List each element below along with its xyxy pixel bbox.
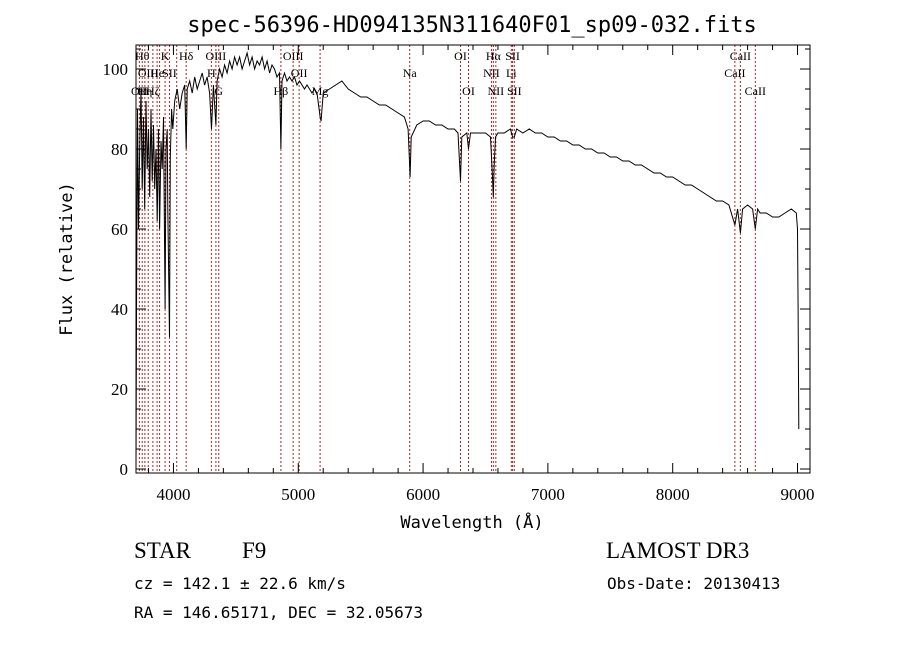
reference-line-label-22: Hα (486, 49, 502, 63)
x-tick-label-5000: 5000 (281, 485, 315, 504)
y-tick-label-20: 20 (111, 380, 128, 399)
reference-line-label-14: Hβ (274, 84, 289, 98)
x-tick-label-4000: 4000 (156, 485, 190, 504)
y-tick-label-100: 100 (103, 60, 129, 79)
reference-lines (138, 45, 756, 473)
reference-line-label-13: G (214, 84, 223, 98)
spectrum-chart: spec-56396-HD094135N311640F01_sp09-032.f… (57, 13, 815, 533)
reference-line-label-21: NII (483, 66, 500, 80)
reference-line-label-7: K (161, 49, 170, 63)
object-subclass: F9 (242, 538, 267, 563)
reference-line-label-17: Mg (312, 84, 329, 98)
x-tick-label-9000: 9000 (781, 485, 815, 504)
reference-line-label-25: SII (505, 49, 520, 63)
y-tick-label-80: 80 (111, 140, 128, 159)
reference-line-label-26: SII (507, 84, 522, 98)
redshift-readout: cz = 142.1 ± 22.6 km/s (134, 574, 346, 593)
object-class: STAR (134, 538, 191, 563)
survey-name: LAMOST DR3 (606, 538, 750, 563)
x-tick-label-7000: 7000 (531, 485, 565, 504)
y-tick-label-60: 60 (111, 220, 128, 239)
reference-line-label-16: OII (291, 66, 308, 80)
reference-line-label-0: OII (131, 84, 148, 98)
reference-line-label-1: Hθ (135, 49, 150, 63)
reference-line-label-8: SII (162, 66, 177, 80)
reference-line-label-29: CaII (745, 84, 766, 98)
obs-date: Obs-Date: 20130413 (607, 574, 781, 593)
reference-line-label-23: NII (488, 84, 505, 98)
reference-line-label-28: CaII (730, 49, 751, 63)
reference-line-label-19: OI (454, 49, 467, 63)
y-axis-ticks: 0 20 40 60 80 100 (103, 48, 810, 479)
x-axis-label: Wavelength (Å) (400, 511, 543, 533)
plot-frame (135, 44, 811, 474)
reference-line-label-4: Hζ (146, 84, 160, 98)
reference-line-label-18: Na (403, 66, 418, 80)
y-tick-label-0: 0 (120, 460, 129, 479)
reference-line-label-20: OI (462, 84, 475, 98)
reference-line-label-10: Hδ (179, 49, 194, 63)
reference-line-label-12: OIII (206, 49, 227, 63)
coordinates-readout: RA = 146.65171, DEC = 32.05673 (134, 603, 423, 622)
reference-line-label-11: H (207, 66, 216, 80)
x-tick-label-8000: 8000 (656, 485, 690, 504)
y-tick-label-40: 40 (111, 300, 128, 319)
x-tick-label-6000: 6000 (406, 485, 440, 504)
reference-line-label-5: He (150, 66, 164, 80)
chart-title: spec-56396-HD094135N311640F01_sp09-032.f… (187, 13, 757, 38)
spectrum-line (135, 51, 800, 470)
x-axis-ticks: 4000 5000 6000 7000 8000 9000 (147, 45, 815, 504)
reference-line-label-24: Li (506, 66, 517, 80)
reference-line-label-15: OIII (283, 49, 304, 63)
reference-line-label-27: CaII (724, 66, 745, 80)
y-axis-label: Flux (relative) (57, 182, 77, 336)
